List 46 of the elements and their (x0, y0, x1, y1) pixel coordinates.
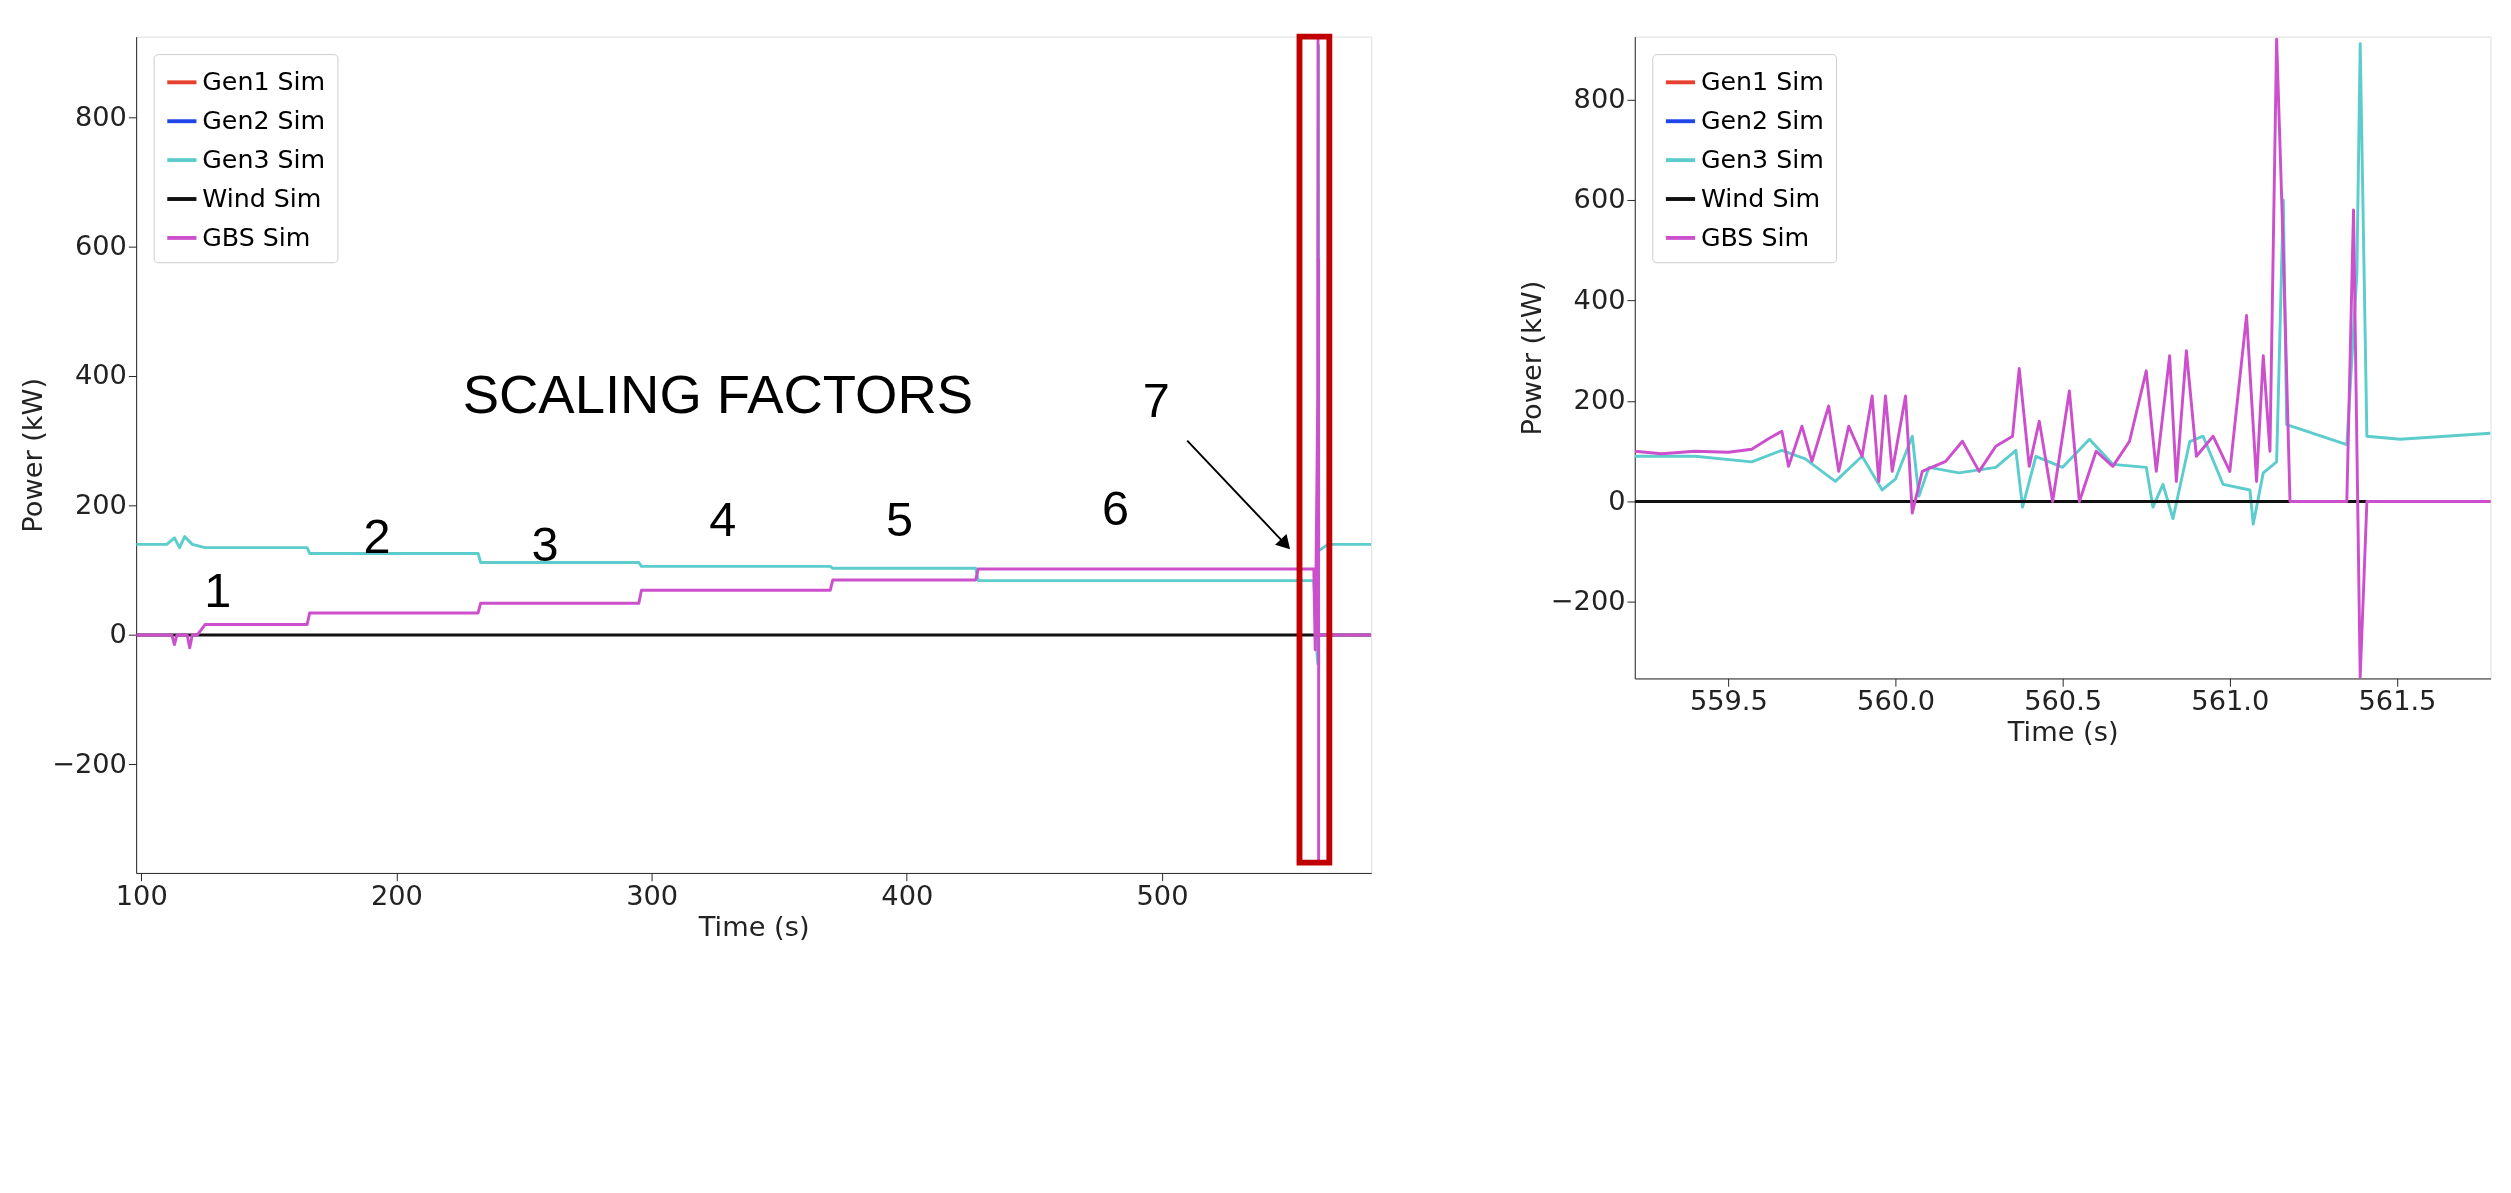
y-axis-title: Power (kW) (1516, 280, 1548, 436)
x-tick-label: 400 (881, 879, 934, 911)
legend-label: Gen3 Sim (1700, 144, 1824, 174)
y-tick-label: 800 (1573, 82, 1626, 114)
legend-label: GBS Sim (202, 222, 311, 252)
annotation: 6 (1102, 480, 1130, 535)
legend-label: Gen2 Sim (1700, 106, 1824, 135)
y-tick-label: −200 (52, 747, 127, 779)
annotation: 1 (204, 562, 232, 617)
legend-label: Wind Sim (202, 183, 322, 213)
y-tick-label: 400 (74, 359, 127, 391)
x-tick-label: 100 (115, 879, 168, 911)
legend-label: Gen2 Sim (202, 106, 326, 135)
y-tick-label: 0 (1608, 484, 1626, 516)
annotation: 5 (885, 492, 913, 547)
x-tick-label: 561.5 (2358, 685, 2437, 717)
line-series (136, 38, 1372, 863)
annotation: 7 (1142, 372, 1170, 427)
annotation: 4 (709, 492, 737, 547)
y-tick-label: 800 (74, 100, 127, 132)
y-tick-label: 600 (74, 230, 127, 262)
y-tick-label: −200 (1550, 585, 1626, 617)
x-tick-label: 561.0 (2191, 685, 2270, 717)
x-tick-label: 560.5 (2024, 685, 2103, 717)
y-tick-label: 400 (1573, 283, 1626, 315)
x-axis-title: Time (s) (697, 910, 810, 942)
x-tick-label: 500 (1136, 879, 1189, 911)
legend-label: GBS Sim (1700, 222, 1810, 252)
x-tick-label: 200 (370, 879, 423, 911)
annotation: 2 (363, 509, 391, 564)
y-tick-label: 200 (74, 488, 127, 520)
x-tick-label: 559.5 (1689, 685, 1768, 717)
y-tick-label: 600 (1573, 183, 1626, 215)
y-tick-label: 0 (109, 618, 127, 650)
legend-label: Wind Sim (1700, 183, 1821, 213)
annotation: 3 (531, 516, 559, 571)
annotation: SCALING FACTORS (462, 363, 974, 425)
legend-label: Gen1 Sim (202, 67, 326, 97)
legend-label: Gen1 Sim (1700, 67, 1824, 97)
y-axis-title: Power (kW) (17, 377, 49, 533)
x-tick-label: 300 (626, 879, 679, 911)
x-tick-label: 560.0 (1857, 685, 1935, 717)
x-axis-title: Time (s) (2006, 716, 2119, 748)
y-tick-label: 200 (1573, 384, 1626, 416)
line-series (1634, 37, 2491, 679)
legend-label: Gen3 Sim (202, 144, 326, 174)
